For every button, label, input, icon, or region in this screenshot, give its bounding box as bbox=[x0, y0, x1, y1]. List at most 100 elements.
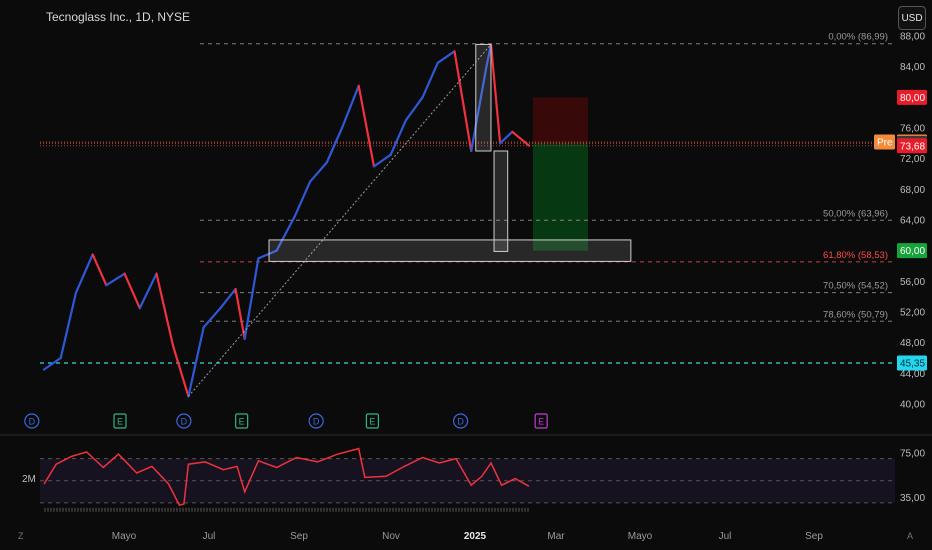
price-segment-25 bbox=[421, 61, 439, 99]
volume-bar bbox=[185, 507, 187, 512]
volume-bar bbox=[110, 507, 112, 512]
earnings-marker-label: E bbox=[117, 417, 123, 427]
volume-bar bbox=[359, 507, 361, 512]
volume-bar bbox=[461, 507, 463, 512]
volume-bar bbox=[140, 507, 142, 512]
y-tick-label: 72,00 bbox=[900, 154, 925, 165]
volume-bar bbox=[491, 507, 493, 512]
volume-bar bbox=[146, 507, 148, 512]
y-tick-label: 64,00 bbox=[900, 216, 925, 227]
volume-bar bbox=[71, 507, 73, 512]
price-segment-11 bbox=[202, 307, 222, 329]
x-tick-label: Mayo bbox=[628, 531, 653, 542]
volume-bar bbox=[239, 507, 241, 512]
volume-bar bbox=[254, 507, 256, 512]
volume-bar bbox=[500, 507, 502, 512]
dividend-marker bbox=[452, 413, 469, 429]
volume-bar bbox=[509, 507, 511, 512]
volume-bar bbox=[434, 507, 436, 512]
volume-bar bbox=[467, 507, 469, 512]
price-segment-14 bbox=[243, 257, 260, 340]
volume-bar bbox=[443, 507, 445, 512]
volume-bar bbox=[104, 507, 106, 512]
volume-bar bbox=[263, 507, 265, 512]
volume-bar bbox=[200, 507, 202, 512]
volume-bar bbox=[176, 507, 178, 512]
volume-bar bbox=[206, 507, 208, 512]
volume-bar bbox=[446, 507, 448, 512]
volume-bar bbox=[512, 507, 514, 512]
volume-bar bbox=[386, 507, 388, 512]
volume-bar bbox=[248, 507, 250, 512]
stop-loss-zone bbox=[533, 97, 588, 144]
price-segment-17 bbox=[293, 180, 312, 218]
volume-bar bbox=[323, 507, 325, 512]
volume-bar bbox=[86, 507, 88, 512]
volume-bar bbox=[221, 507, 223, 512]
volume-bar bbox=[416, 507, 418, 512]
x-tick-label: Mar bbox=[547, 531, 565, 542]
price-tag-label-3: 73,68 bbox=[900, 141, 925, 152]
volume-bar bbox=[290, 507, 292, 512]
price-segment-6 bbox=[123, 272, 141, 310]
price-segment-15 bbox=[257, 249, 278, 260]
volume-bar bbox=[401, 507, 403, 512]
volume-bar bbox=[521, 507, 523, 512]
volume-bar bbox=[332, 507, 334, 512]
volume-bar bbox=[404, 507, 406, 512]
volume-bar bbox=[365, 507, 367, 512]
volume-bar bbox=[170, 507, 172, 512]
volume-bar bbox=[137, 507, 139, 512]
volume-bar bbox=[485, 507, 487, 512]
x-tick-label: Nov bbox=[382, 531, 400, 542]
volume-bar bbox=[257, 507, 259, 512]
volume-bar bbox=[449, 507, 451, 512]
rsi-tick-label: 35,00 bbox=[900, 493, 925, 504]
volume-bar bbox=[527, 507, 529, 512]
volume-bar bbox=[101, 507, 103, 512]
volume-bar bbox=[335, 507, 337, 512]
price-segment-23 bbox=[389, 119, 407, 156]
earnings-marker bbox=[113, 413, 127, 429]
volume-bar bbox=[245, 507, 247, 512]
volume-bar bbox=[218, 507, 220, 512]
x-tick-label: Mayo bbox=[112, 531, 137, 542]
volume-bar bbox=[164, 507, 166, 512]
volume-bar bbox=[350, 507, 352, 512]
volume-bar bbox=[380, 507, 382, 512]
volume-bar bbox=[89, 507, 91, 512]
volume-bar bbox=[215, 507, 217, 512]
dividend-marker-label: D bbox=[457, 417, 464, 427]
volume-bar bbox=[326, 507, 328, 512]
volume-bar bbox=[122, 507, 124, 512]
volume-bar bbox=[242, 507, 244, 512]
volume-bar bbox=[95, 507, 97, 512]
pre-market-label: Pre bbox=[877, 138, 893, 149]
price-segment-22 bbox=[372, 153, 392, 168]
dividend-marker bbox=[24, 413, 40, 429]
volume-bar bbox=[299, 507, 301, 512]
currency-button[interactable]: USD bbox=[898, 6, 926, 30]
price-tag-label-0: 80,00 bbox=[900, 93, 925, 104]
volume-bar bbox=[410, 507, 412, 512]
price-segment-24 bbox=[404, 96, 424, 122]
price-segment-20 bbox=[340, 84, 360, 130]
volume-bar bbox=[83, 507, 85, 512]
volume-bar bbox=[389, 507, 391, 512]
volume-bar bbox=[47, 507, 49, 512]
volume-bar bbox=[125, 507, 127, 512]
price-segment-8 bbox=[155, 272, 175, 348]
volume-bar bbox=[212, 507, 214, 512]
auto-scale-icon[interactable]: A bbox=[907, 531, 914, 541]
volume-bar bbox=[296, 507, 298, 512]
volume-bar bbox=[68, 507, 70, 512]
volume-bar bbox=[131, 507, 133, 512]
volume-bar bbox=[407, 507, 409, 512]
zoom-reset-icon[interactable]: Z bbox=[18, 531, 24, 541]
y-tick-label: 68,00 bbox=[900, 185, 925, 196]
volume-bar bbox=[224, 507, 226, 512]
earnings-marker-label: E bbox=[538, 417, 544, 427]
price-segment-1 bbox=[42, 356, 62, 371]
price-segment-32 bbox=[511, 130, 531, 147]
